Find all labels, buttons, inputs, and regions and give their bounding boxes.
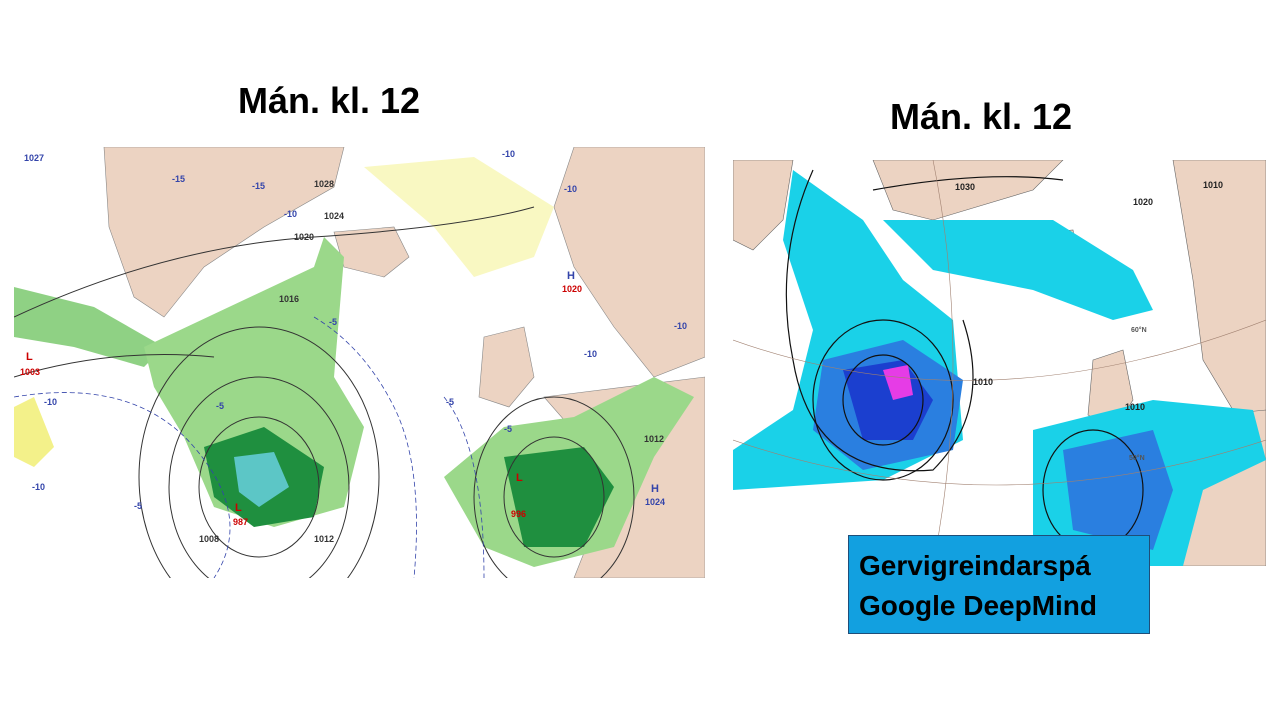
map-label: 987 bbox=[233, 517, 248, 527]
map-label: 1020 bbox=[294, 232, 314, 242]
map-label: -5 bbox=[134, 501, 142, 511]
map-label: 1010 bbox=[1203, 180, 1223, 190]
map-label: 1003 bbox=[20, 367, 40, 377]
left-map: 1027 -10 -15 -15 -10 1028 1024 1020 1016 H 1020 -10… bbox=[14, 147, 705, 578]
right-title: Mán. kl. 12 bbox=[890, 96, 1073, 137]
left-title: Mán. kl. 12 bbox=[238, 80, 421, 121]
map-label: -10 bbox=[674, 321, 687, 331]
map-label: L bbox=[235, 502, 242, 514]
caption-line: Gervigreindarspá bbox=[859, 550, 1091, 581]
map-label: L bbox=[516, 472, 523, 484]
map-label: 1024 bbox=[324, 211, 344, 221]
map-label: 1016 bbox=[279, 294, 299, 304]
map-label: -10 bbox=[502, 149, 515, 159]
map-label: 996 bbox=[511, 509, 526, 519]
map-label: -10 bbox=[44, 397, 57, 407]
map-label: 1028 bbox=[314, 179, 334, 189]
map-label: -10 bbox=[584, 349, 597, 359]
map-label: -10 bbox=[564, 184, 577, 194]
map-label: 1027 bbox=[24, 153, 44, 163]
map-label: 1010 bbox=[1125, 402, 1145, 412]
right-map: 1030 1010 1010 1010 1020 60°N 50°N bbox=[733, 160, 1266, 566]
map-label: -15 bbox=[172, 174, 185, 184]
map-label: L bbox=[26, 351, 33, 363]
map-label: 1008 bbox=[199, 534, 219, 544]
caption-box: Gervigreindarspá Google DeepMind bbox=[848, 535, 1150, 634]
map-label: 1020 bbox=[562, 284, 582, 294]
map-label: -15 bbox=[252, 181, 265, 191]
map-label: -10 bbox=[32, 482, 45, 492]
map-label: 1030 bbox=[955, 182, 975, 192]
map-label: 1020 bbox=[1133, 197, 1153, 207]
map-label: 1012 bbox=[644, 434, 664, 444]
map-label: 1024 bbox=[645, 497, 665, 507]
map-label: H bbox=[651, 483, 659, 495]
map-label: 50°N bbox=[1129, 454, 1145, 462]
map-label: 60°N bbox=[1131, 326, 1147, 334]
map-label: -5 bbox=[216, 401, 224, 411]
caption-line: Google DeepMind bbox=[859, 590, 1097, 621]
map-label: -5 bbox=[504, 424, 512, 434]
map-label: 1010 bbox=[973, 377, 993, 387]
map-label: -5 bbox=[329, 317, 337, 327]
map-label: -10 bbox=[284, 209, 297, 219]
map-label: 1012 bbox=[314, 534, 334, 544]
map-label: H bbox=[567, 270, 575, 282]
map-label: -5 bbox=[446, 397, 454, 407]
